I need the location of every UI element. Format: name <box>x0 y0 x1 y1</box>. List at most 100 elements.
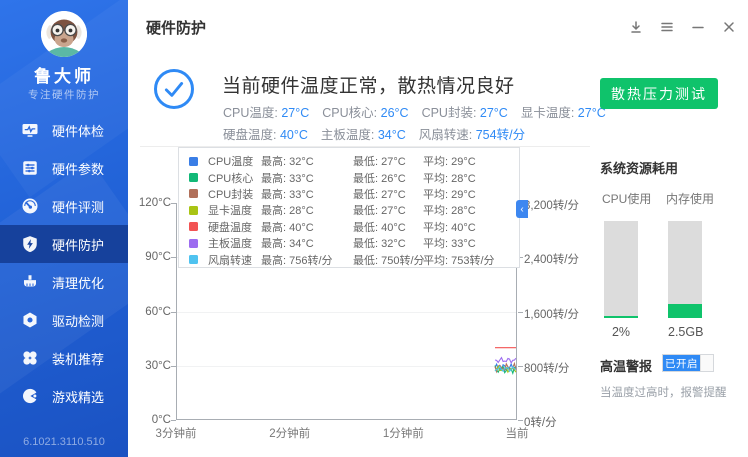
legend-max-value: 最高: 40°C <box>261 221 314 234</box>
legend-max-value: 最高: 756转/分 <box>261 254 333 267</box>
legend-min-value: 最低: 27°C <box>353 188 406 201</box>
gridline <box>177 365 516 367</box>
left-axis-tick-label: 0°C <box>151 414 171 426</box>
x-axis-tick-label: 当前 <box>505 428 529 440</box>
sidebar-item-gauge[interactable]: 硬件评测 <box>0 187 128 225</box>
legend-series-name: 硬盘温度 <box>208 221 252 234</box>
legend-min-value: 最低: 32°C <box>353 238 406 251</box>
memory-usage-bar <box>668 221 702 318</box>
legend-min-value: 最低: 40°C <box>353 221 406 234</box>
left-axis-tick-label: 120°C <box>138 197 171 209</box>
brand-name: 鲁大师 <box>34 67 94 86</box>
legend-swatch <box>189 173 198 183</box>
sidebar-item-shield-bolt[interactable]: 硬件防护 <box>0 225 128 263</box>
legend-avg-value: 平均: 28°C <box>423 172 476 185</box>
section-divider <box>140 146 590 147</box>
legend-row-1: CPU核心 最高: 33°C 最低: 26°C 平均: 28°C <box>179 169 519 185</box>
metric-1: CPU核心: 26°C <box>322 106 409 120</box>
legend-max-value: 最高: 32°C <box>261 156 314 169</box>
resources-heading: 系统资源耗用 <box>600 161 679 176</box>
app-version: 6.1021.3110.510 <box>23 436 105 448</box>
sidebar-item-label: 硬件防护 <box>52 237 105 253</box>
cpu-usage-bar-fill <box>604 316 638 318</box>
legend-series-name: 显卡温度 <box>208 205 252 218</box>
nut-icon <box>21 311 39 329</box>
left-axis-tick <box>171 311 176 313</box>
high-temp-alarm-toggle[interactable]: 已开启 <box>662 354 714 372</box>
brush-icon <box>21 273 39 291</box>
pacman-icon <box>21 387 39 405</box>
metric-1: 主板温度: 34°C <box>320 128 406 142</box>
legend-series-name: 风扇转速 <box>208 254 252 267</box>
left-axis-tick <box>171 365 176 367</box>
legend-row-4: 硬盘温度 最高: 40°C 最低: 40°C 平均: 40°C <box>179 219 519 235</box>
high-temp-alarm-description: 当温度过高时，报警提醒 <box>600 387 727 399</box>
close-icon[interactable] <box>721 19 737 35</box>
sidebar-item-label: 驱动检测 <box>52 313 105 329</box>
download-icon[interactable] <box>628 19 644 35</box>
sidebar-item-label: 游戏精选 <box>52 389 105 405</box>
x-axis-tick-label: 1分钟前 <box>382 428 424 440</box>
shield-bolt-icon <box>21 235 39 253</box>
legend-min-value: 最低: 26°C <box>353 172 406 185</box>
sidebar-item-brush[interactable]: 清理优化 <box>0 263 128 301</box>
sidebar-item-label: 装机推荐 <box>52 351 105 367</box>
right-axis-tick-label: 3,200转/分 <box>524 200 579 212</box>
sidebar-item-monitor-pulse[interactable]: 硬件体检 <box>0 111 128 149</box>
temperature-chart-lines <box>494 347 517 376</box>
metric-0: CPU温度: 27°C <box>223 106 310 120</box>
minimize-icon[interactable] <box>690 19 706 35</box>
window-controls <box>628 19 737 35</box>
temperature-metrics-line2: 硬盘温度: 40°C 主板温度: 34°C 风扇转速: 754转/分 <box>223 124 538 143</box>
sidebar-item-sliders[interactable]: 硬件参数 <box>0 149 128 187</box>
legend-max-value: 最高: 28°C <box>261 205 314 218</box>
legend-avg-value: 平均: 753转/分 <box>423 254 495 267</box>
sidebar-menu: 硬件体检 硬件参数硬件评测硬件防护清理优化驱动检测装机推荐游戏精选 <box>0 111 128 415</box>
right-axis-tick <box>518 257 523 259</box>
metric-2: 风扇转速: 754转/分 <box>418 128 526 142</box>
legend-max-value: 最高: 33°C <box>261 188 314 201</box>
sidebar-item-nut[interactable]: 驱动检测 <box>0 301 128 339</box>
series-line-1 <box>494 365 517 376</box>
sidebar-item-clover[interactable]: 装机推荐 <box>0 339 128 377</box>
memory-usage-value: 2.5GB <box>668 325 704 339</box>
metric-3: 显卡温度: 27°C <box>520 106 606 120</box>
legend-avg-value: 平均: 28°C <box>423 205 476 218</box>
x-axis-tick-label: 3分钟前 <box>155 428 197 440</box>
high-temp-alarm-heading: 高温警报 <box>600 359 653 374</box>
legend-min-value: 最低: 27°C <box>353 156 406 169</box>
legend-avg-value: 平均: 29°C <box>423 188 476 201</box>
monitor-pulse-icon <box>21 121 39 139</box>
toggle-knob <box>700 355 713 371</box>
stress-test-button[interactable]: 散热压力测试 <box>600 78 718 109</box>
chart-legend: CPU温度 最高: 32°C 最低: 27°C 平均: 29°C CPU核心 最高: 33… <box>178 147 520 268</box>
sidebar-item-label: 清理优化 <box>52 275 105 291</box>
legend-series-name: 主板温度 <box>208 238 252 251</box>
gauge-icon <box>21 197 39 215</box>
sidebar-item-label: 硬件评测 <box>52 199 105 215</box>
menu-icon[interactable] <box>659 19 675 35</box>
gridline <box>177 311 516 313</box>
left-axis-tick <box>171 257 176 259</box>
legend-series-name: CPU封装 <box>208 188 254 201</box>
legend-row-2: CPU封装 最高: 33°C 最低: 27°C 平均: 29°C <box>179 186 519 202</box>
legend-swatch <box>189 255 198 265</box>
cpu-usage-bar <box>604 221 638 318</box>
legend-min-value: 最低: 750转/分 <box>353 254 425 267</box>
sliders-icon <box>21 159 39 177</box>
left-axis-tick-label: 30°C <box>145 359 171 372</box>
sidebar: 鲁大师 专注硬件防护 硬件体检 硬件参数 硬件评测 硬件防护 清理优化 驱动检测 装机推荐游… <box>0 0 128 457</box>
series-line-5 <box>494 356 517 364</box>
right-axis-tick-label: 2,400转/分 <box>524 254 579 267</box>
status-ok-icon <box>154 69 194 109</box>
series-line-6 <box>494 365 517 373</box>
chevron-left-icon[interactable]: ‹ <box>516 200 528 218</box>
legend-swatch <box>189 238 198 248</box>
clover-icon <box>21 349 39 367</box>
main-content: 硬件防护 <box>128 0 748 457</box>
memory-usage-bar-fill <box>668 304 702 318</box>
sidebar-item-pacman[interactable]: 游戏精选 <box>0 377 128 415</box>
metric-2: CPU封装: 27°C <box>421 106 508 120</box>
monkey-mascot-icon <box>41 11 87 57</box>
legend-max-value: 最高: 34°C <box>261 238 314 251</box>
